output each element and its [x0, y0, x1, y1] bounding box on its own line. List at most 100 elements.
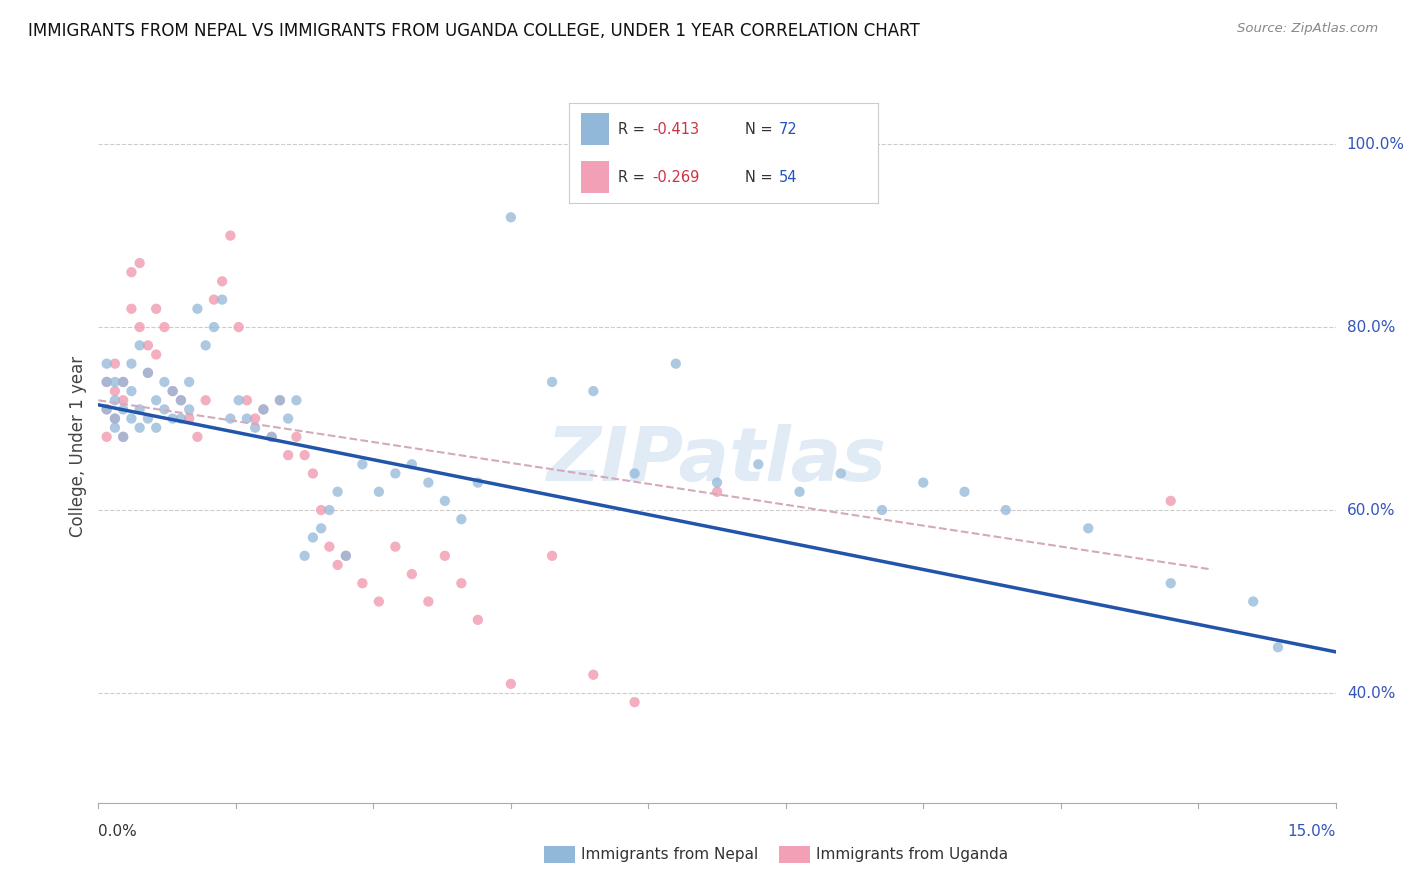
Point [153, 402, 176, 417]
Point [384, 467, 406, 481]
Point [285, 430, 308, 444]
Point [145, 301, 167, 316]
Point [302, 467, 325, 481]
Text: Source: ZipAtlas.com: Source: ZipAtlas.com [1237, 22, 1378, 36]
Point [194, 338, 217, 352]
Point [120, 384, 142, 398]
Point [179, 411, 201, 425]
Point [153, 320, 176, 334]
Point [96, 375, 118, 389]
Point [1267, 640, 1289, 655]
Point [219, 228, 242, 243]
Y-axis label: College, Under 1 year: College, Under 1 year [69, 355, 87, 537]
Point [179, 375, 201, 389]
Text: 60.0%: 60.0% [1347, 502, 1395, 517]
Point [994, 503, 1017, 517]
Point [104, 411, 127, 425]
Point [706, 475, 728, 490]
Point [96, 357, 118, 371]
Point [145, 420, 167, 434]
Point [136, 366, 159, 380]
Point [418, 475, 440, 490]
Point [145, 393, 167, 408]
Text: IMMIGRANTS FROM NEPAL VS IMMIGRANTS FROM UGANDA COLLEGE, UNDER 1 YEAR CORRELATIO: IMMIGRANTS FROM NEPAL VS IMMIGRANTS FROM… [28, 22, 920, 40]
Point [112, 393, 135, 408]
Point [309, 521, 332, 535]
Point [269, 393, 291, 408]
Point [202, 320, 225, 334]
Point [260, 430, 283, 444]
Point [236, 393, 259, 408]
Point [467, 613, 489, 627]
Point [186, 430, 208, 444]
Point [367, 484, 389, 499]
Point [582, 667, 605, 681]
Point [953, 484, 976, 499]
Point [96, 402, 118, 417]
Point [335, 549, 357, 563]
Point [112, 402, 135, 417]
Point [260, 430, 283, 444]
Point [277, 448, 299, 462]
Point [112, 430, 135, 444]
Point [211, 274, 233, 288]
Point [912, 475, 935, 490]
Text: 15.0%: 15.0% [1288, 824, 1336, 839]
Point [120, 357, 142, 371]
Point [170, 393, 193, 408]
Point [294, 549, 316, 563]
Point [433, 549, 456, 563]
Point [211, 293, 233, 307]
Point [789, 484, 811, 499]
Point [1077, 521, 1099, 535]
Point [418, 594, 440, 608]
Point [450, 576, 472, 591]
Point [104, 393, 127, 408]
Point [367, 594, 389, 608]
Point [186, 301, 208, 316]
Text: Immigrants from Nepal: Immigrants from Nepal [581, 847, 758, 863]
Point [120, 411, 142, 425]
Point [252, 402, 274, 417]
Text: 80.0%: 80.0% [1347, 319, 1395, 334]
Text: Immigrants from Uganda: Immigrants from Uganda [815, 847, 1008, 863]
Point [433, 494, 456, 508]
Point [162, 384, 184, 398]
Point [136, 338, 159, 352]
Point [335, 549, 357, 563]
Point [96, 375, 118, 389]
Point [269, 393, 291, 408]
Point [128, 256, 150, 270]
Point [228, 320, 250, 334]
Bar [779, 846, 810, 863]
Point [243, 411, 266, 425]
Point [104, 357, 127, 371]
Point [302, 531, 325, 545]
Point [128, 402, 150, 417]
Point [1160, 576, 1182, 591]
Point [623, 695, 645, 709]
Point [384, 540, 406, 554]
Point [136, 411, 159, 425]
Point [252, 402, 274, 417]
Point [96, 402, 118, 417]
Point [499, 677, 522, 691]
Point [326, 484, 349, 499]
Point [318, 503, 340, 517]
Point [112, 375, 135, 389]
Point [120, 301, 142, 316]
Point [153, 375, 176, 389]
Point [128, 320, 150, 334]
Point [162, 411, 184, 425]
Point [179, 402, 201, 417]
Point [128, 338, 150, 352]
Point [104, 384, 127, 398]
Point [170, 393, 193, 408]
Point [120, 265, 142, 279]
Bar [544, 846, 575, 863]
Point [104, 375, 127, 389]
Point [162, 384, 184, 398]
Point [582, 384, 605, 398]
Point [277, 411, 299, 425]
Point [401, 567, 423, 582]
